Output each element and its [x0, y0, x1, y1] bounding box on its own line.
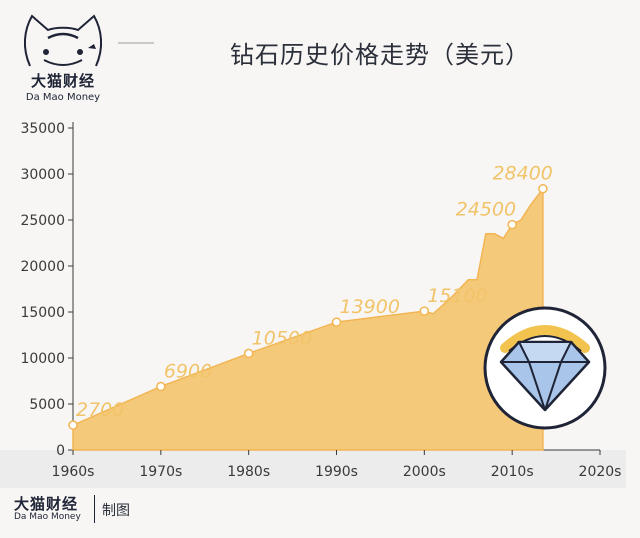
x-axis-band — [0, 450, 626, 488]
price-chart: 0 5000 10000 15000 20000 25000 30000 35000 2700… — [0, 121, 626, 488]
y-tick-label: 0 — [56, 443, 65, 459]
x-tick-label: 1980s — [227, 464, 270, 480]
brand-name-cn: 大猫财经 — [30, 72, 95, 90]
data-point — [331, 317, 342, 327]
data-point — [507, 219, 517, 230]
y-tick-label: 15000 — [20, 305, 65, 321]
data-point — [156, 381, 166, 392]
data-point — [538, 183, 548, 194]
price-area — [72, 186, 544, 451]
footer-note: 制图 — [102, 503, 130, 519]
x-tick-label: 1990s — [315, 464, 358, 480]
data-label: 24500 — [456, 199, 516, 221]
data-point — [419, 306, 430, 316]
x-tick-label: 1970s — [139, 464, 182, 480]
data-label: 13900 — [340, 296, 400, 318]
x-tick-label: 1960s — [52, 464, 95, 480]
x-tick-label: 2010s — [491, 464, 534, 480]
y-tick-label: 35000 — [20, 121, 65, 137]
footer: 大猫财经 Da Mao Money 制图 — [0, 488, 640, 538]
footer-brand-en: Da Mao Money — [14, 512, 81, 522]
data-label: 6900 — [164, 361, 212, 383]
data-point — [68, 420, 78, 430]
data-point — [243, 348, 254, 359]
diamond-icon — [483, 306, 607, 430]
y-tick-label: 25000 — [20, 213, 65, 229]
brand-name-en: Da Mao Money — [25, 92, 101, 103]
y-tick-label: 20000 — [20, 259, 65, 275]
cat-logo-icon — [24, 14, 102, 67]
data-label: 28400 — [492, 163, 552, 185]
y-tick-label: 5000 — [29, 397, 65, 413]
footer-divider — [94, 495, 95, 523]
footer-brand-cn: 大猫财经 — [14, 495, 79, 513]
data-label: 2700 — [76, 399, 124, 421]
header: 大猫财经 Da Mao Money 钻石历史价格走势（美元） — [0, 0, 640, 112]
x-tick-label: 2000s — [403, 464, 446, 480]
data-label: 10500 — [252, 327, 312, 349]
y-tick-label: 10000 — [20, 351, 65, 367]
chart-title: 钻石历史价格走势（美元） — [230, 41, 530, 69]
x-tick-label: 2020s — [579, 464, 622, 480]
title-divider — [118, 42, 154, 44]
y-tick-label: 30000 — [20, 167, 65, 183]
data-label: 15100 — [427, 285, 487, 307]
